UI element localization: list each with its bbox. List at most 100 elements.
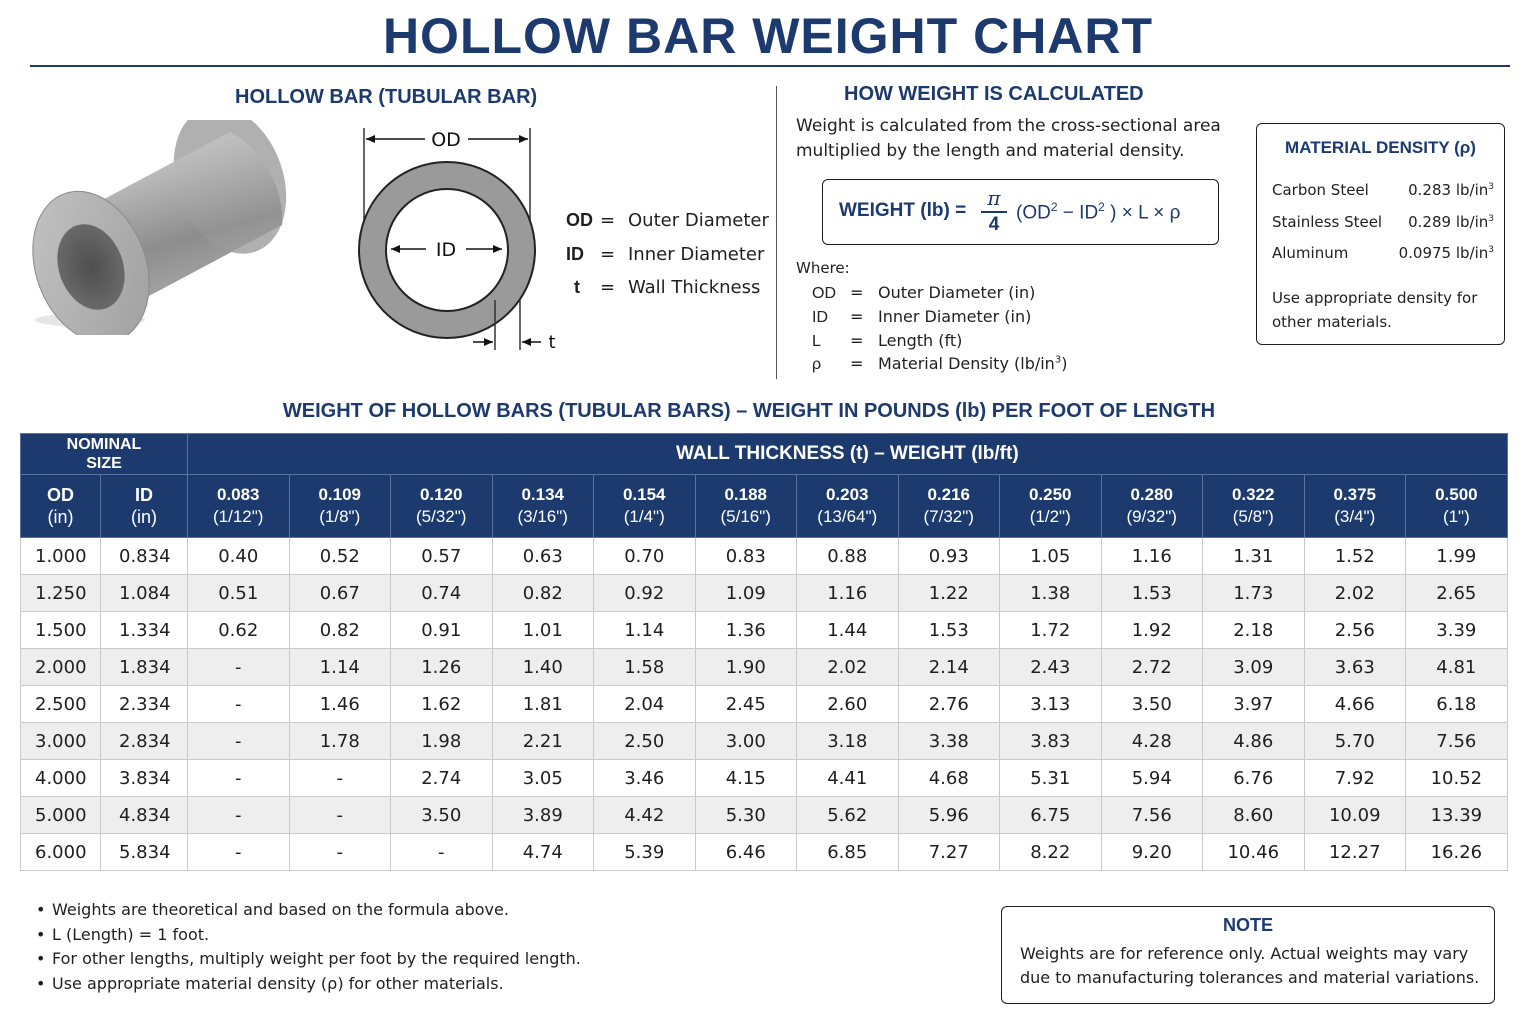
where-label: Where: (796, 259, 850, 277)
weight-cell: 1.44 (796, 611, 899, 649)
formula-lhs: WEIGHT (lb) = (839, 200, 967, 221)
weight-cell: 3.18 (796, 722, 899, 760)
weight-cell: 2.43 (999, 648, 1102, 686)
formula-od-term: (OD (1016, 202, 1051, 224)
weight-cell: 4.81 (1405, 648, 1508, 686)
weight-cell: 7.92 (1303, 759, 1406, 797)
footnote-item: L (Length) = 1 foot. (36, 923, 581, 948)
weight-cell: 3.97 (1202, 685, 1305, 723)
weight-cell: - (187, 648, 290, 686)
weight-cell: 2.50 (593, 722, 696, 760)
weight-cell: 4.86 (1202, 722, 1305, 760)
where-row-l: L = Length (ft) (812, 331, 962, 351)
od-cell: 1.250 (20, 574, 101, 612)
table-row: 4.000 3.834- -2.74 3.05 3.46 4.15 4.41 4.68 5.31… (20, 759, 1508, 797)
wall-thickness-column-header: 0.250 (1/2") (999, 474, 1102, 538)
illustration-heading: HOLLOW BAR (TUBULAR BAR) (235, 86, 538, 108)
weight-cell: 3.38 (897, 722, 1000, 760)
weight-cell: 1.16 (796, 574, 899, 612)
weight-cell: 10.46 (1202, 833, 1305, 871)
table-row: 1.500 1.334 0.62 0.82 0.91 1.01 1.14 1.36 1.44 1.… (20, 611, 1508, 649)
weight-cell: 6.18 (1405, 685, 1508, 723)
weight-cell: 0.88 (796, 537, 899, 575)
weight-cell: 1.72 (999, 611, 1102, 649)
legend-desc: Inner Diameter (628, 244, 765, 265)
weight-cell: - (187, 685, 290, 723)
weight-cell: 4.41 (796, 759, 899, 797)
weight-cell: - (187, 722, 290, 760)
calculation-description: Weight is calculated from the cross-sect… (796, 116, 1221, 161)
id-cell: 1.334 (100, 611, 188, 649)
weight-cell: 7.56 (1100, 796, 1203, 834)
section-divider (776, 86, 777, 379)
weight-cell: 7.56 (1405, 722, 1508, 760)
wall-thickness-column-header: 0.216 (7/32") (897, 474, 1000, 538)
table-row: 1.250 1.084 0.51 0.67 0.74 0.82 0.92 1.09 1.16 1.… (20, 574, 1508, 612)
weight-cell: 3.83 (999, 722, 1102, 760)
weight-cell: 6.75 (999, 796, 1102, 834)
weight-cell: 1.92 (1100, 611, 1203, 649)
wall-thickness-column-header: 0.134 (3/16") (491, 474, 594, 538)
weight-cell: 0.83 (694, 537, 797, 575)
table-body: 1.000 0.834 0.40 0.52 0.57 0.63 0.70 0.83 0.88 0.… (20, 537, 1508, 871)
weight-cell: 2.02 (796, 648, 899, 686)
note-text: Weights are for reference only. Actual w… (1020, 944, 1480, 987)
weight-cell: 5.30 (694, 796, 797, 834)
where-key: ρ (812, 356, 822, 373)
density-title: MATERIAL DENSITY (ρ) (1285, 138, 1476, 157)
weight-cell: 6.76 (1202, 759, 1305, 797)
footnotes-list: Weights are theoretical and based on the… (36, 898, 581, 996)
legend-eq: = (600, 210, 616, 231)
od-cell: 2.000 (20, 648, 101, 686)
where-desc: Material Density (lb/in (878, 354, 1055, 373)
weight-table: NOMINAL SIZE WALL THICKNESS (t) – WEIGHT… (20, 433, 1508, 871)
formula-id-exponent: 2 (1098, 200, 1105, 214)
weight-cell: 2.76 (897, 685, 1000, 723)
table-row: 5.000 4.834- -3.50 3.89 4.42 5.30 5.62 5.96 6.75… (20, 796, 1508, 834)
where-key: L (812, 333, 821, 350)
weight-cell: 6.85 (796, 833, 899, 871)
wall-thickness-column-header: 0.280 (9/32") (1100, 474, 1203, 538)
page-title: HOLLOW BAR WEIGHT CHART (382, 8, 1154, 64)
weight-formula: WEIGHT (lb) = π 4 (OD2 − ID2 ) × L × ρ (822, 179, 1219, 245)
od-cell: 5.000 (20, 796, 101, 834)
weight-cell: 2.74 (390, 759, 493, 797)
weight-cell: 0.91 (390, 611, 493, 649)
od-cell: 6.000 (20, 833, 101, 871)
weight-cell: 0.52 (288, 537, 391, 575)
weight-cell: 1.05 (999, 537, 1102, 575)
weight-cell: 4.42 (593, 796, 696, 834)
footnote-item: Use appropriate material density (ρ) for… (36, 972, 581, 997)
weight-cell: 2.21 (491, 722, 594, 760)
id-cell: 1.084 (100, 574, 188, 612)
weight-cell: - (288, 796, 391, 834)
weight-cell: 3.13 (999, 685, 1102, 723)
weight-cell: 7.27 (897, 833, 1000, 871)
where-desc: Inner Diameter (in) (878, 307, 1032, 326)
table-title: WEIGHT OF HOLLOW BARS (TUBULAR BARS) – W… (282, 400, 1216, 422)
weight-cell: 1.16 (1100, 537, 1203, 575)
nominal-size-header: NOMINAL SIZE (20, 433, 188, 475)
weight-cell: 2.45 (694, 685, 797, 723)
weight-cell: 0.51 (187, 574, 290, 612)
weight-cell: 5.94 (1100, 759, 1203, 797)
table-row: 6.000 5.834- - -4.74 5.39 6.46 6.85 7.27 8.22 9.2… (20, 833, 1508, 871)
weight-cell: 1.26 (390, 648, 493, 686)
weight-cell: 2.65 (1405, 574, 1508, 612)
t-dimension-label: t (548, 332, 555, 353)
density-material: Stainless Steel (1272, 213, 1383, 231)
weight-cell: 0.74 (390, 574, 493, 612)
weight-cell: 4.74 (491, 833, 594, 871)
legend-eq: = (600, 244, 616, 265)
weight-cell: 3.89 (491, 796, 594, 834)
weight-cell: 4.28 (1100, 722, 1203, 760)
where-eq: = (850, 283, 864, 302)
weight-cell: - (187, 796, 290, 834)
weight-cell: 1.98 (390, 722, 493, 760)
legend-desc: Outer Diameter (628, 210, 769, 231)
weight-cell: 1.09 (694, 574, 797, 612)
weight-cell: 6.46 (694, 833, 797, 871)
footnote-item: Weights are theoretical and based on the… (36, 898, 581, 923)
weight-cell: 1.38 (999, 574, 1102, 612)
weight-cell: 1.01 (491, 611, 594, 649)
